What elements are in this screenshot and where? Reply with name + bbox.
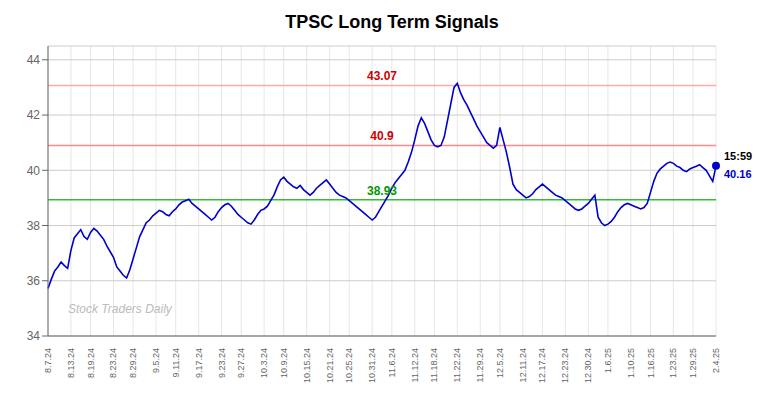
svg-text:9.27.24: 9.27.24	[236, 348, 246, 378]
svg-text:10.3.24: 10.3.24	[259, 348, 269, 378]
svg-text:12.17.24: 12.17.24	[537, 348, 547, 383]
svg-text:1.10.25: 1.10.25	[626, 348, 636, 378]
svg-text:36: 36	[27, 274, 41, 288]
svg-text:12.30.24: 12.30.24	[583, 348, 593, 383]
svg-text:40.9: 40.9	[370, 129, 394, 143]
html-text:Stock Traders Daily: Stock Traders Daily	[68, 302, 172, 316]
svg-text:9.17.24: 9.17.24	[194, 348, 204, 378]
svg-text:12.11.24: 12.11.24	[518, 348, 528, 382]
svg-text:38.93: 38.93	[367, 184, 397, 198]
svg-text:8.29.24: 8.29.24	[128, 348, 138, 378]
svg-text:1.23.25: 1.23.25	[668, 348, 678, 378]
svg-text:40.16: 40.16	[724, 168, 752, 180]
svg-text:38: 38	[27, 219, 41, 233]
svg-text:11.6.24: 11.6.24	[387, 348, 397, 377]
svg-text:12.5.24: 12.5.24	[495, 348, 505, 378]
svg-text:11.18.24: 11.18.24	[429, 348, 439, 382]
svg-text:11.12.24: 11.12.24	[410, 348, 420, 382]
svg-text:10.21.24: 10.21.24	[325, 348, 335, 383]
svg-text:40: 40	[27, 164, 41, 178]
svg-text:12.23.24: 12.23.24	[560, 348, 570, 383]
svg-text:8.7.24: 8.7.24	[43, 348, 53, 373]
svg-text:10.31.24: 10.31.24	[367, 348, 377, 383]
svg-text:34: 34	[27, 329, 41, 343]
svg-text:44: 44	[27, 53, 41, 67]
svg-text:9.11.24: 9.11.24	[171, 348, 181, 377]
svg-text:9.5.24: 9.5.24	[151, 348, 161, 373]
svg-text:1.29.25: 1.29.25	[688, 348, 698, 378]
svg-text:43.07: 43.07	[367, 69, 397, 83]
svg-text:10.15.24: 10.15.24	[302, 348, 312, 383]
svg-text:1.6.25: 1.6.25	[603, 348, 613, 373]
svg-text:42: 42	[27, 108, 41, 122]
svg-text:2.4.25: 2.4.25	[711, 348, 721, 373]
svg-text:8.19.24: 8.19.24	[86, 348, 96, 378]
svg-text:10.25.24: 10.25.24	[344, 348, 354, 383]
svg-text:8.23.24: 8.23.24	[108, 348, 118, 378]
html-text:TPSC Long Term Signals: TPSC Long Term Signals	[285, 12, 499, 32]
svg-text:15:59: 15:59	[724, 150, 752, 162]
svg-text:11.29.24: 11.29.24	[475, 348, 485, 382]
svg-text:10.9.24: 10.9.24	[279, 348, 289, 378]
svg-text:9.23.24: 9.23.24	[217, 348, 227, 378]
svg-text:1.16.25: 1.16.25	[646, 348, 656, 378]
svg-text:11.22.24: 11.22.24	[452, 348, 462, 382]
svg-text:8.13.24: 8.13.24	[66, 348, 76, 378]
